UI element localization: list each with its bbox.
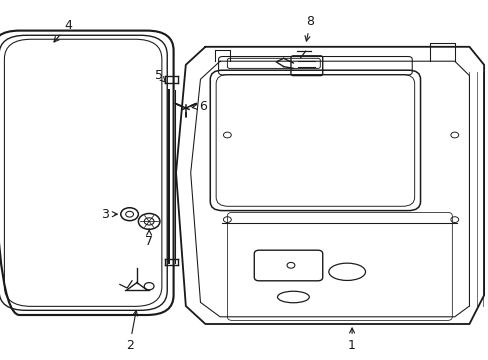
Text: 2: 2	[125, 311, 138, 352]
Text: 7: 7	[145, 229, 153, 248]
Text: 8: 8	[305, 15, 314, 41]
Text: 3: 3	[101, 208, 117, 221]
Text: 1: 1	[347, 328, 355, 352]
Text: 5: 5	[155, 69, 165, 82]
Text: 4: 4	[54, 19, 72, 42]
Text: 6: 6	[192, 100, 206, 113]
